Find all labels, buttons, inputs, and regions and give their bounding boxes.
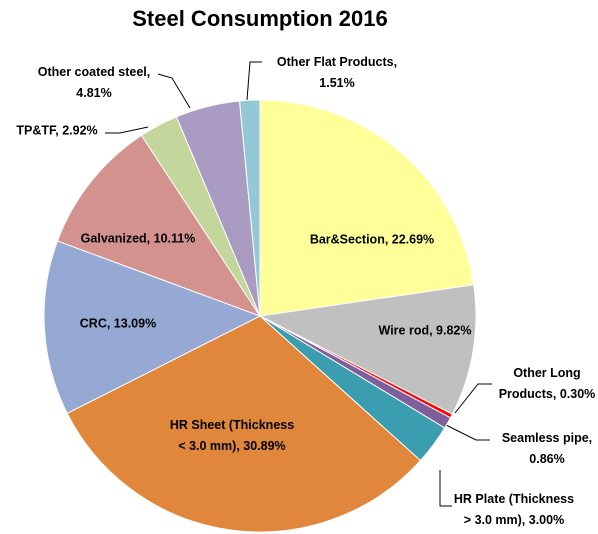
data-label: Wire rod, 9.82% — [379, 323, 472, 337]
data-label: Other Long — [513, 366, 580, 380]
data-label: HR Sheet (Thickness — [170, 418, 294, 432]
data-label: TP&TF, 2.92% — [16, 123, 97, 137]
data-label: 0.86% — [529, 452, 564, 466]
data-label: < 3.0 mm), 30.89% — [178, 439, 285, 453]
slice — [259, 99, 475, 317]
data-label: Galvanized, 10.11% — [81, 231, 196, 245]
slice — [238, 99, 261, 317]
data-label: Products, 0.30% — [499, 387, 596, 401]
slice — [66, 315, 422, 533]
data-label: Bar&Section, 22.69% — [310, 232, 434, 246]
slice — [56, 134, 262, 317]
data-label: Other coated steel, — [38, 65, 151, 79]
leader-lines — [105, 61, 492, 507]
data-label: 1.51% — [319, 76, 354, 90]
data-label: > 3.0 mm), 3.00% — [464, 513, 564, 527]
data-label: CRC, 13.09% — [80, 316, 156, 330]
data-label: Other Flat Products, — [277, 55, 397, 69]
slice — [258, 284, 477, 415]
chart-title: Steel Consumption 2016 — [132, 6, 388, 31]
data-label: Seamless pipe, — [502, 431, 592, 445]
slice — [43, 240, 262, 415]
slices — [43, 99, 477, 533]
data-label: HR Plate (Thickness — [454, 492, 574, 506]
data-label: 4.81% — [76, 86, 111, 100]
